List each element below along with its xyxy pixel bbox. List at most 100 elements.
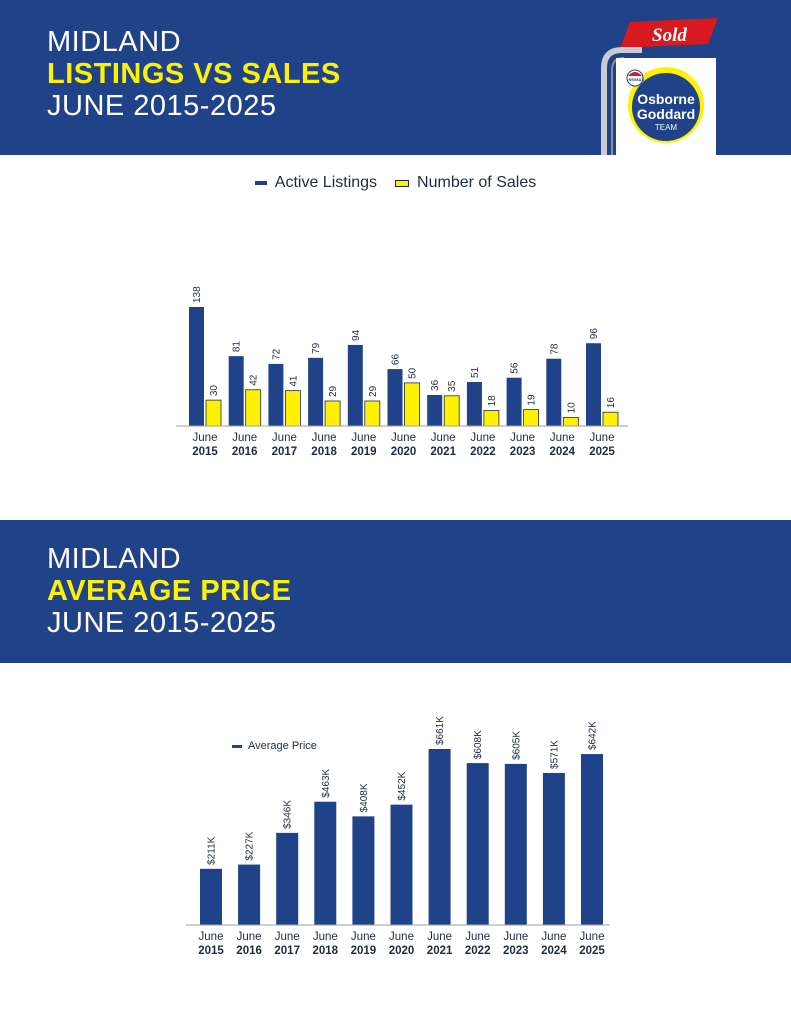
bar-active-listings	[268, 363, 284, 426]
data-label-active-listings: 96	[589, 328, 600, 340]
x-tick-label-month: June	[431, 432, 456, 444]
bar-average-price	[504, 763, 527, 925]
legend-label-active: Active Listings	[274, 174, 378, 191]
x-tick-label-year: 2023	[503, 945, 529, 957]
bar-active-listings	[427, 394, 443, 426]
data-label-number-of-sales: 18	[487, 395, 498, 407]
header-banner-average-price	[0, 520, 791, 663]
data-label-number-of-sales: 41	[288, 375, 299, 387]
x-tick-label-month: June	[590, 432, 615, 444]
bar-active-listings	[466, 382, 482, 426]
legend-label-average-price: Average Price	[248, 740, 317, 752]
title-listings-vs-sales: MIDLAND LISTINGS VS SALES JUNE 2015-2025	[47, 26, 341, 122]
svg-text:TEAM: TEAM	[655, 123, 678, 132]
legend-swatch-average-price	[232, 744, 242, 748]
x-tick-label-year: 2018	[311, 446, 337, 458]
bar-average-price	[581, 754, 603, 925]
title-average-price: MIDLAND AVERAGE PRICE JUNE 2015-2025	[47, 543, 291, 639]
x-tick-label-month: June	[272, 432, 297, 444]
bar-average-price	[466, 763, 489, 925]
x-tick-label-month: June	[193, 432, 218, 444]
svg-text:Osborne: Osborne	[637, 91, 695, 107]
bar-active-listings	[228, 356, 244, 426]
bar-average-price	[542, 772, 565, 925]
data-label-average-price: $608K	[473, 730, 484, 759]
x-tick-label-year: 2022	[465, 945, 491, 957]
data-label-active-listings: 79	[311, 342, 322, 354]
bar-average-price	[276, 832, 299, 925]
data-label-active-listings: 66	[391, 354, 402, 366]
x-tick-label-month: June	[427, 931, 452, 943]
x-tick-label-year: 2016	[232, 446, 258, 458]
data-label-number-of-sales: 42	[249, 374, 260, 386]
x-tick-label-month: June	[580, 931, 605, 943]
data-label-active-listings: 56	[510, 362, 521, 374]
data-label-average-price: $346K	[283, 800, 294, 829]
x-tick-label-year: 2017	[274, 945, 300, 957]
svg-text:RE/MAX: RE/MAX	[629, 77, 645, 82]
legend-average-price: Average Price	[232, 740, 317, 752]
x-tick-label-year: 2020	[391, 446, 417, 458]
x-tick-label-month: June	[503, 931, 528, 943]
x-tick-label-year: 2015	[192, 446, 218, 458]
svg-text:Goddard: Goddard	[637, 106, 695, 122]
bar-active-listings	[586, 343, 601, 426]
legend-item-sales: Number of Sales	[395, 174, 536, 192]
bar-active-listings	[546, 358, 562, 426]
x-tick-label-month: June	[550, 432, 575, 444]
x-tick-label-month: June	[351, 931, 376, 943]
data-label-number-of-sales: 35	[447, 380, 458, 392]
data-label-average-price: $571K	[549, 740, 560, 769]
title-line-period: JUNE 2015-2025	[47, 607, 277, 639]
data-label-number-of-sales: 19	[527, 394, 538, 406]
x-tick-label-year: 2021	[427, 945, 453, 957]
x-tick-label-year: 2021	[430, 446, 456, 458]
x-tick-label-month: June	[465, 931, 490, 943]
data-label-number-of-sales: 16	[606, 397, 617, 409]
bar-active-listings	[347, 344, 363, 426]
data-label-active-listings: 81	[232, 341, 243, 353]
sold-text: Sold	[652, 25, 687, 46]
x-tick-label-year: 2025	[589, 446, 615, 458]
x-tick-label-month: June	[312, 432, 337, 444]
data-label-average-price: $211K	[207, 836, 218, 865]
data-label-active-listings: 51	[470, 366, 481, 378]
data-label-average-price: $452K	[397, 771, 408, 800]
data-label-number-of-sales: 30	[209, 385, 220, 397]
data-label-number-of-sales: 50	[408, 367, 419, 379]
x-tick-label-month: June	[351, 432, 376, 444]
sign-post-icon	[601, 47, 642, 155]
x-tick-label-month: June	[510, 432, 535, 444]
x-tick-label-year: 2015	[198, 945, 224, 957]
bar-active-listings	[189, 307, 204, 426]
title-line-period: JUNE 2015-2025	[47, 90, 277, 122]
chart-listings-vs-sales: 138 30 June 2015 81 42 June 2016 72 41 June 2017 79 2…	[176, 286, 628, 458]
x-tick-label-month: June	[470, 432, 495, 444]
team-badge	[632, 73, 700, 141]
bar-average-price	[428, 749, 451, 925]
x-tick-label-month: June	[313, 931, 338, 943]
data-label-average-price: $227K	[245, 831, 256, 860]
data-label-average-price: $605K	[511, 731, 522, 760]
x-tick-label-year: 2023	[510, 446, 536, 458]
data-label-average-price: $463K	[321, 768, 332, 797]
legend-listings-sales: Active Listings Number of Sales	[0, 174, 791, 192]
x-tick-label-year: 2024	[541, 945, 567, 957]
bar-active-listings	[387, 369, 403, 426]
data-label-active-listings: 36	[430, 379, 441, 391]
data-label-active-listings: 72	[271, 348, 282, 360]
x-tick-label-year: 2022	[470, 446, 496, 458]
x-tick-label-month: June	[275, 931, 300, 943]
x-tick-label-month: June	[541, 931, 566, 943]
legend-swatch-active	[254, 181, 267, 185]
data-label-number-of-sales: 29	[368, 385, 379, 397]
title-line-city: MIDLAND	[47, 26, 182, 58]
bar-average-price	[238, 864, 261, 925]
bar-average-price	[314, 801, 337, 925]
x-tick-label-month: June	[232, 432, 257, 444]
x-tick-label-year: 2024	[550, 446, 576, 458]
x-tick-label-year: 2018	[313, 945, 339, 957]
data-label-number-of-sales: 29	[328, 385, 339, 397]
data-label-active-listings: 138	[192, 286, 203, 303]
